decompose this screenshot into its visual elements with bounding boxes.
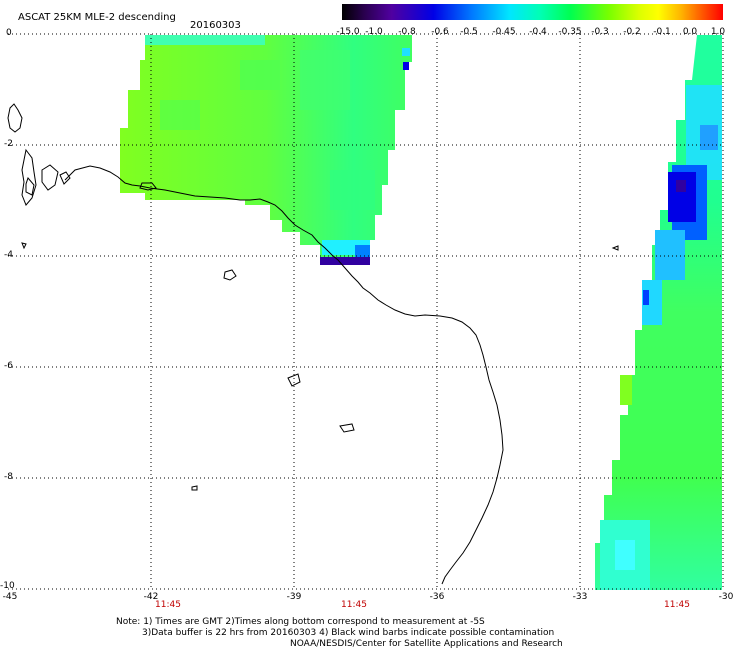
footnote-line-2: 3)Data buffer is 22 hrs from 20160303 4)… xyxy=(142,628,555,638)
colorbar-tick: 0.0 xyxy=(682,27,698,37)
colorbar-tick: 1.0 xyxy=(710,27,726,37)
lat-label: -4 xyxy=(4,250,13,260)
lat-label: 0 xyxy=(6,28,12,38)
pass-time-label: 11:45 xyxy=(341,600,367,610)
colorbar-tick: -0.8 xyxy=(398,27,416,37)
lat-label: -10 xyxy=(0,581,15,591)
colorbar-tick: -0.6 xyxy=(431,27,449,37)
lon-label: -45 xyxy=(2,592,18,602)
colorbar-tick: -1.0 xyxy=(365,27,383,37)
footnote-credit: NOAA/NESDIS/Center for Satellite Applica… xyxy=(290,639,563,649)
colorbar-tick: -0.5 xyxy=(460,27,478,37)
left-swath xyxy=(120,35,412,265)
lon-label: -30 xyxy=(718,592,734,602)
colorbar-tick: -0.3 xyxy=(591,27,609,37)
pass-time-label: 11:45 xyxy=(155,600,181,610)
map-date: 20160303 xyxy=(190,20,241,31)
lon-label: -33 xyxy=(572,592,588,602)
color-scale-bar xyxy=(342,4,723,20)
colorbar-tick: -15.0 xyxy=(336,27,360,37)
colorbar-tick: -0.2 xyxy=(623,27,641,37)
graticule xyxy=(8,33,724,590)
map-title: ASCAT 25KM MLE-2 descending xyxy=(18,12,176,23)
right-swath xyxy=(595,35,722,590)
lon-label: -39 xyxy=(286,592,302,602)
lat-label: -8 xyxy=(4,472,13,482)
lon-label: -36 xyxy=(429,592,445,602)
colorbar-tick: -0.35 xyxy=(558,27,582,37)
footnote-line-1: Note: 1) Times are GMT 2)Times along bot… xyxy=(116,617,485,627)
pass-time-label: 11:45 xyxy=(664,600,690,610)
coastline xyxy=(7,103,619,585)
colorbar-tick: -0.4 xyxy=(529,27,547,37)
lat-label: -2 xyxy=(4,139,13,149)
colorbar-tick: -0.1 xyxy=(653,27,671,37)
colorbar-tick: -0.45 xyxy=(492,27,516,37)
lon-label: -42 xyxy=(143,592,159,602)
lat-label: -6 xyxy=(4,361,13,371)
